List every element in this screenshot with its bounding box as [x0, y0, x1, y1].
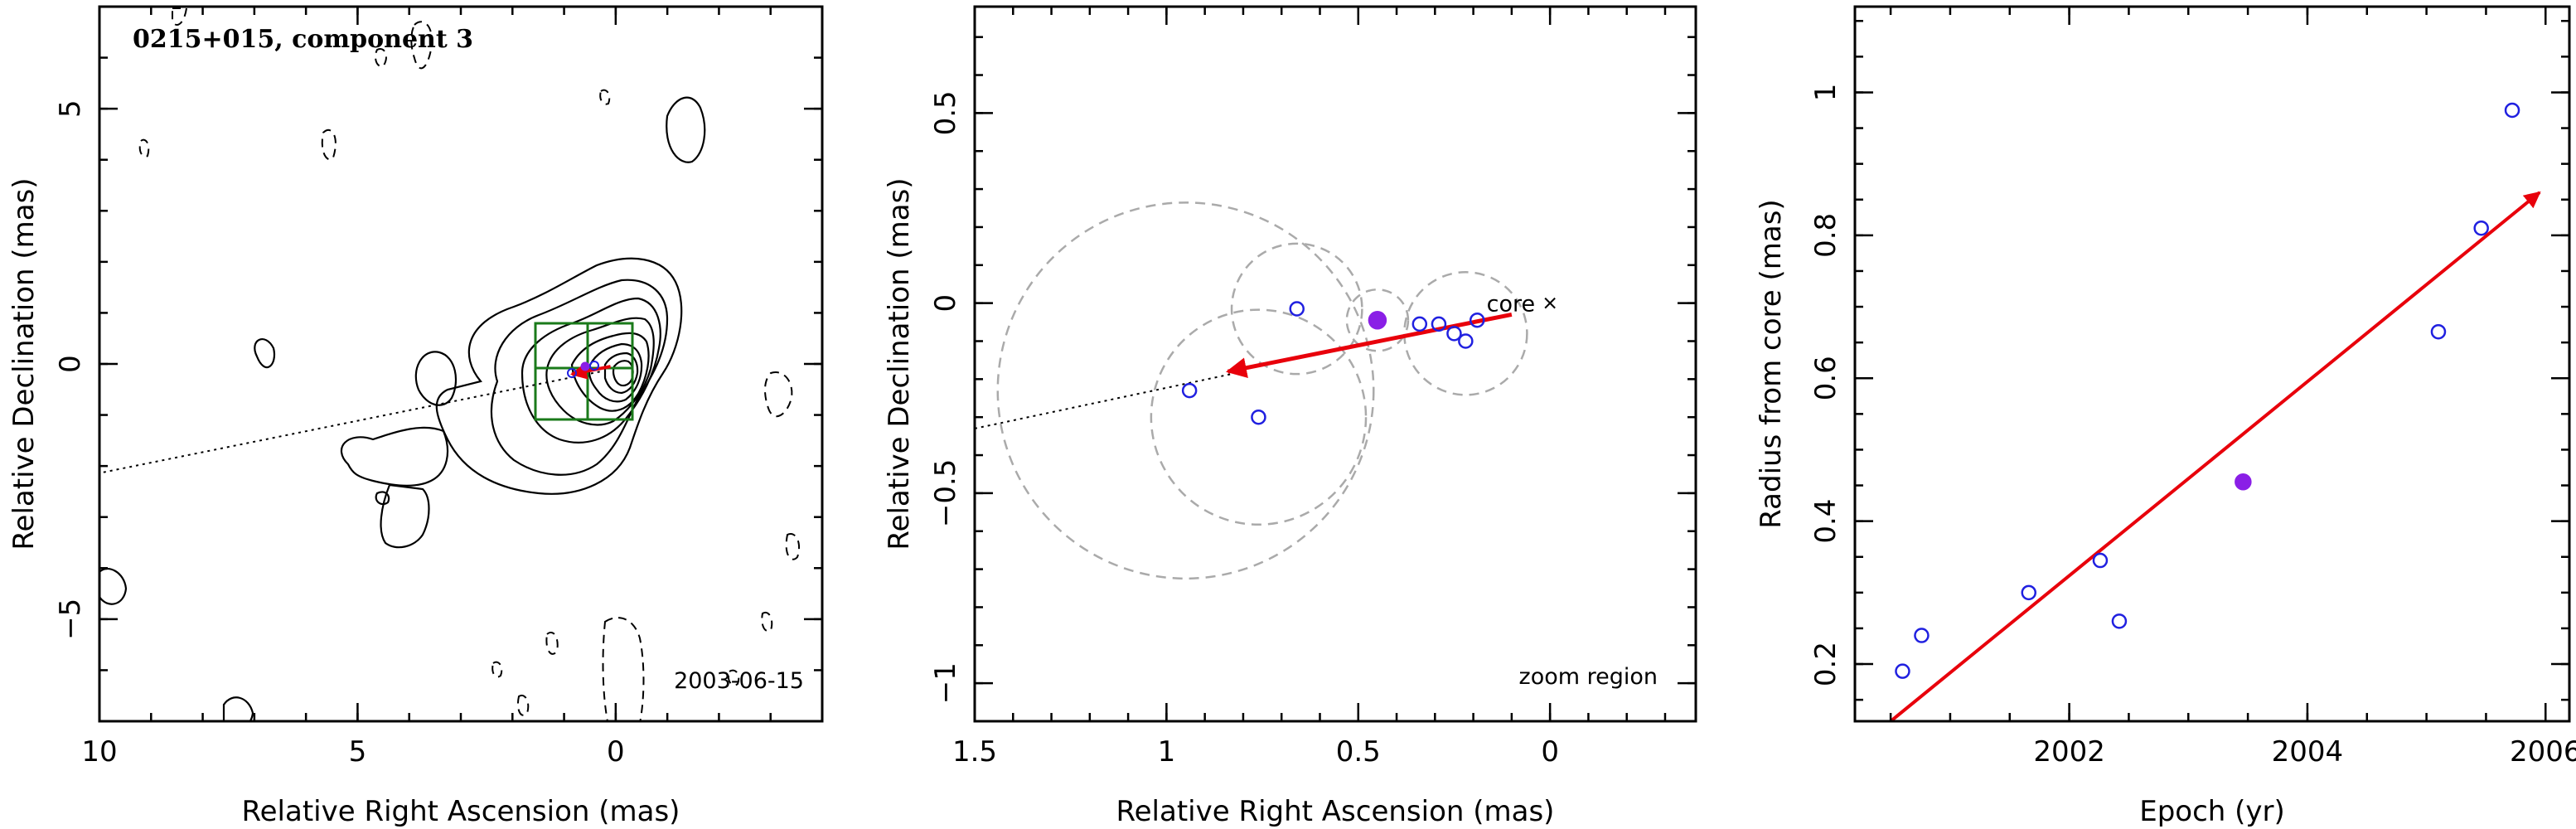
- axis-ticks: [973, 7, 1696, 723]
- plot-frame: [973, 5, 1697, 723]
- y-tick-label: 0: [929, 294, 962, 313]
- radius-points: [1895, 102, 2520, 679]
- plot-title: 0215+015, component 3: [133, 25, 473, 54]
- size-circle: [1150, 308, 1368, 526]
- y-tick-label: −0.5: [929, 459, 962, 528]
- core-cross: [1544, 297, 1556, 309]
- x-tick-label: 2004: [2272, 735, 2344, 768]
- axis-ticks: [98, 5, 824, 723]
- epoch-point: [2111, 613, 2128, 629]
- component-size-circles: [996, 201, 1528, 580]
- current-epoch-point: [1368, 311, 1387, 330]
- size-circle: [1403, 271, 1528, 396]
- x-tick-label: 1: [1158, 735, 1176, 768]
- epoch-point: [1289, 301, 1305, 317]
- y-tick-label: 0.5: [929, 90, 962, 135]
- x-tick-label: 0.5: [1336, 735, 1381, 768]
- y-tick-label: −1: [929, 662, 962, 704]
- epoch-point: [1895, 663, 1910, 679]
- plot-frame: [98, 5, 824, 723]
- motion-arrow: [1225, 312, 1513, 378]
- x-axis-label: Relative Right Ascension (mas): [1116, 795, 1555, 828]
- x-tick-label: 2006: [2510, 735, 2576, 768]
- epoch-point: [1914, 628, 1930, 643]
- epoch-label: 2003-06-15: [674, 668, 804, 694]
- axis-ticks: [1855, 7, 2569, 721]
- tick-labels: 1.5 1 0.5 0 0.5 0 −0.5 −1: [929, 90, 1559, 768]
- tick-labels: 2002 2004 2006 0.2 0.4 0.6 0.8 1: [1809, 84, 2576, 768]
- y-tick-label: 0: [54, 355, 87, 373]
- core-marker: core: [1487, 292, 1556, 318]
- y-tick-label: 0.2: [1809, 642, 1842, 686]
- y-tick-label: 5: [54, 99, 87, 118]
- fit-arrow: [1889, 191, 2541, 721]
- component-positions: [1181, 301, 1485, 425]
- y-tick-label: 0.8: [1809, 213, 1842, 258]
- y-axis-label: Relative Declination (mas): [883, 177, 916, 550]
- component-markers: [567, 361, 599, 378]
- core-label: core: [1487, 292, 1535, 318]
- epoch-point: [2092, 552, 2109, 569]
- epoch-point: [2473, 220, 2489, 236]
- contour-lines: [99, 96, 706, 721]
- x-tick-label: 1.5: [952, 735, 997, 768]
- x-tick-label: 10: [81, 735, 117, 768]
- jet-direction-line: [99, 371, 601, 474]
- x-tick-label: 0: [1541, 735, 1559, 768]
- contour-plot-area: [99, 7, 801, 721]
- zoom-region-label: zoom region: [1519, 664, 1658, 690]
- negative-contours: [138, 7, 801, 721]
- current-epoch-point: [2235, 473, 2252, 491]
- y-axis-label: Radius from core (mas): [1755, 199, 1788, 528]
- y-tick-label: 0.6: [1809, 356, 1842, 400]
- epoch-point: [1469, 313, 1485, 328]
- x-axis-label: Relative Right Ascension (mas): [242, 795, 680, 828]
- zoom-plot-area: core: [975, 201, 1556, 580]
- y-tick-label: 0.4: [1809, 499, 1842, 544]
- epoch-point: [2504, 102, 2520, 119]
- motion-arrow: [569, 363, 612, 380]
- epoch-point: [1458, 333, 1474, 349]
- plot-frame: [1853, 5, 2571, 723]
- size-circle: [996, 201, 1375, 580]
- jet-direction-line: [975, 371, 1244, 429]
- x-tick-label: 5: [349, 735, 367, 768]
- x-tick-label: 0: [607, 735, 625, 768]
- radius-plot-area: [1889, 102, 2541, 721]
- epoch-point: [1411, 316, 1428, 332]
- tick-labels: 10 5 0 5 0 −5: [54, 99, 625, 768]
- y-tick-label: 1: [1809, 84, 1842, 102]
- panel-zoom-region: core 1.5 1 0.5 0 0.5 0 −0.5 −1 zoom region Rela…: [883, 5, 1697, 828]
- size-circle: [1230, 242, 1363, 376]
- panel-radius-epoch: 2002 2004 2006 0.2 0.4 0.6 0.8 1 Epoch (yr) Rad…: [1755, 5, 2576, 828]
- epoch-point: [1446, 326, 1462, 342]
- epoch-point: [1251, 409, 1266, 425]
- y-axis-label: Relative Declination (mas): [7, 177, 41, 550]
- x-axis-label: Epoch (yr): [2139, 795, 2285, 828]
- epoch-point: [2021, 584, 2037, 601]
- x-tick-label: 2002: [2033, 735, 2105, 768]
- epoch-point: [1181, 382, 1198, 399]
- panel-contour-map: 10 5 0 5 0 −5 0215+015, component 3 2003-06-1…: [7, 5, 824, 828]
- y-tick-label: −5: [54, 599, 87, 640]
- epoch-point: [1431, 316, 1447, 332]
- epoch-point: [2430, 323, 2447, 340]
